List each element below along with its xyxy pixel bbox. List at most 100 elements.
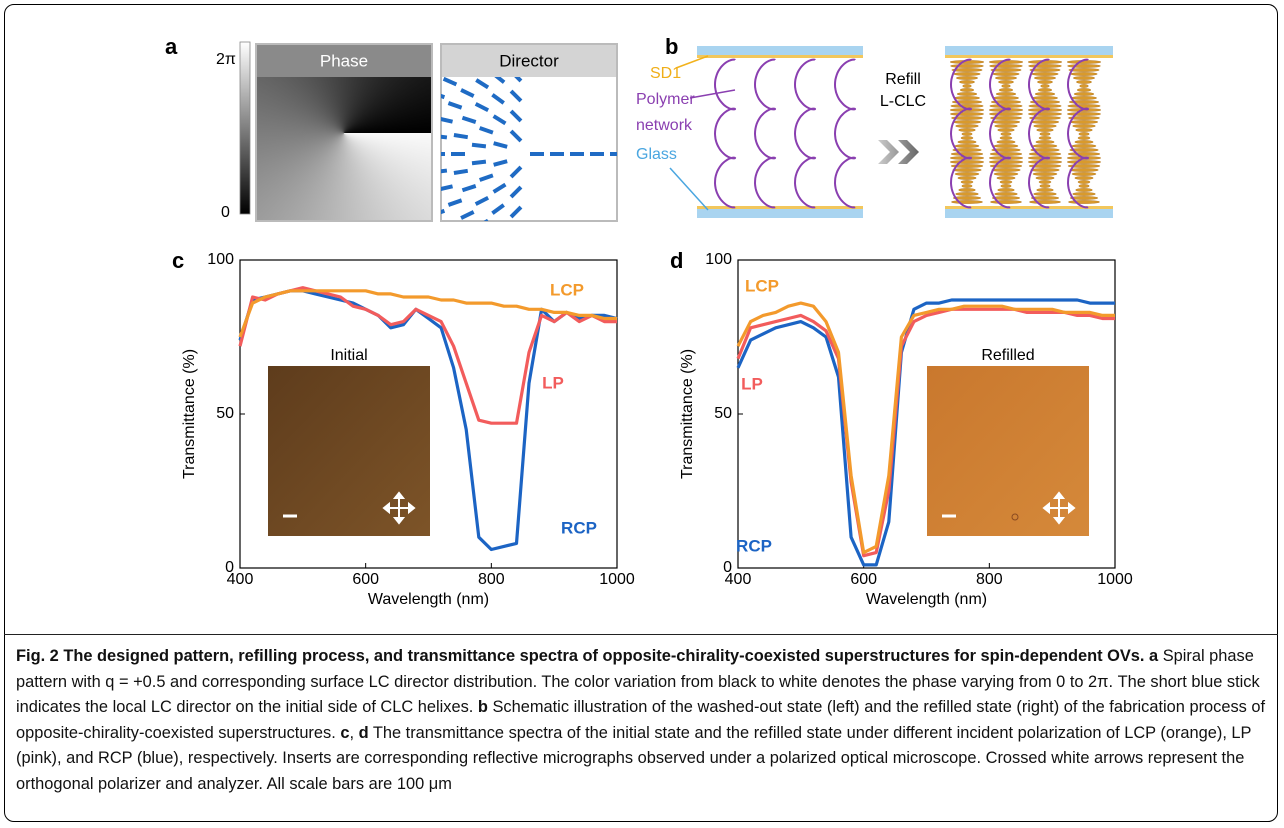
lc-molecule: [962, 184, 972, 187]
y-axis-label: Transmittance (%): [679, 349, 696, 479]
lc-molecule: [1068, 200, 1099, 203]
panel-label: b: [665, 34, 678, 59]
lc-molecule: [1072, 144, 1096, 147]
lc-molecule: [1036, 176, 1055, 179]
series-label: LP: [741, 374, 763, 393]
lc-molecule: [1073, 124, 1096, 127]
lc-molecule: [950, 112, 984, 115]
panel-label: c: [172, 248, 184, 273]
director-stick: [421, 196, 435, 199]
inset-label: Initial: [330, 347, 367, 364]
series-label: LCP: [550, 280, 584, 299]
director-stick: [415, 126, 429, 128]
lc-molecule: [1002, 84, 1011, 87]
lc-molecule: [1029, 200, 1060, 203]
lc-molecule: [962, 132, 972, 135]
colorbar: [240, 42, 250, 214]
lc-molecule: [958, 176, 977, 179]
lc-molecule: [955, 172, 979, 175]
lc-molecule: [996, 92, 1016, 95]
lc-molecule: [951, 104, 984, 107]
lc-molecule: [1071, 96, 1096, 99]
lc-molecule: [963, 84, 972, 87]
lc-molecule: [1073, 192, 1096, 195]
lc-molecule: [954, 96, 979, 99]
y-tick-label: 0: [225, 559, 234, 576]
lc-molecule: [1039, 136, 1051, 139]
micrograph: [927, 366, 1089, 536]
director-stick: [407, 93, 421, 97]
director-stick: [411, 163, 425, 164]
director-title: Director: [499, 51, 559, 70]
lc-molecule: [1029, 152, 1061, 155]
lc-molecule: [1028, 160, 1062, 163]
lc-molecule: [1072, 172, 1096, 175]
director-stick: [411, 145, 425, 146]
caption-bold: Fig. 2 The designed pattern, refilling p…: [16, 647, 1144, 665]
lc-molecule: [998, 128, 1015, 131]
lc-molecule: [954, 72, 981, 75]
lc-molecule: [1001, 184, 1011, 187]
director-stick: [454, 171, 468, 173]
lc-molecule: [990, 200, 1021, 203]
lc-molecule: [1040, 184, 1050, 187]
colorbar-max: 2π: [216, 51, 236, 68]
lc-molecule: [1075, 140, 1094, 143]
director-stick: [399, 110, 413, 113]
pointer: [670, 168, 708, 210]
lc-molecule: [1034, 124, 1057, 127]
lc-molecule: [1033, 144, 1057, 147]
x-tick-label: 600: [352, 571, 379, 588]
lc-molecule: [1077, 88, 1091, 91]
sd1-layer: [697, 55, 863, 58]
lc-molecule: [995, 76, 1016, 79]
lc-molecule: [999, 88, 1013, 91]
lc-molecule: [953, 120, 981, 123]
lc-molecule: [959, 128, 976, 131]
lc-molecule: [1000, 136, 1012, 139]
lc-molecule: [1001, 132, 1011, 135]
series-label: RCP: [561, 518, 597, 537]
lc-molecule: [1076, 128, 1093, 131]
lc-molecule: [1078, 180, 1090, 183]
lc-molecule: [989, 112, 1023, 115]
x-tick-label: 800: [976, 571, 1003, 588]
lc-molecule: [956, 76, 977, 79]
director-stick: [417, 78, 430, 83]
director-stick: [443, 248, 455, 255]
lc-molecule: [998, 188, 1015, 191]
lc-molecule: [1073, 76, 1094, 79]
phase-title: Phase: [320, 51, 368, 70]
polymer-helix: [835, 60, 855, 208]
director-stick: [429, 238, 442, 244]
lc-molecule: [961, 136, 973, 139]
lclc-label: L-CLC: [880, 93, 926, 110]
lc-molecule: [1038, 88, 1052, 91]
lc-molecule: [1035, 92, 1055, 95]
director-stick: [454, 135, 468, 137]
lc-molecule: [993, 72, 1020, 75]
y-axis-label: Transmittance (%): [181, 349, 198, 479]
colorbar-min: 0: [221, 204, 230, 221]
director-stick: [433, 136, 447, 138]
director-stick: [511, 227, 521, 237]
director-stick: [493, 266, 504, 275]
director-stick: [391, 145, 405, 146]
lc-molecule: [990, 152, 1022, 155]
separator: [4, 634, 1278, 635]
series-label: RCP: [736, 536, 772, 555]
director-stick: [511, 267, 521, 277]
lc-molecule: [995, 192, 1018, 195]
lc-molecule: [958, 140, 977, 143]
series-label: LP: [542, 373, 564, 392]
lc-molecule: [989, 160, 1023, 163]
lc-molecule: [1068, 152, 1100, 155]
director-stick: [394, 179, 408, 181]
lc-molecule: [1031, 120, 1059, 123]
polymer-helix: [715, 60, 735, 208]
lc-molecule: [1041, 84, 1050, 87]
lc-molecule: [1078, 136, 1090, 139]
lc-molecule: [990, 104, 1023, 107]
lc-molecule: [956, 124, 979, 127]
lc-molecule: [1032, 72, 1059, 75]
